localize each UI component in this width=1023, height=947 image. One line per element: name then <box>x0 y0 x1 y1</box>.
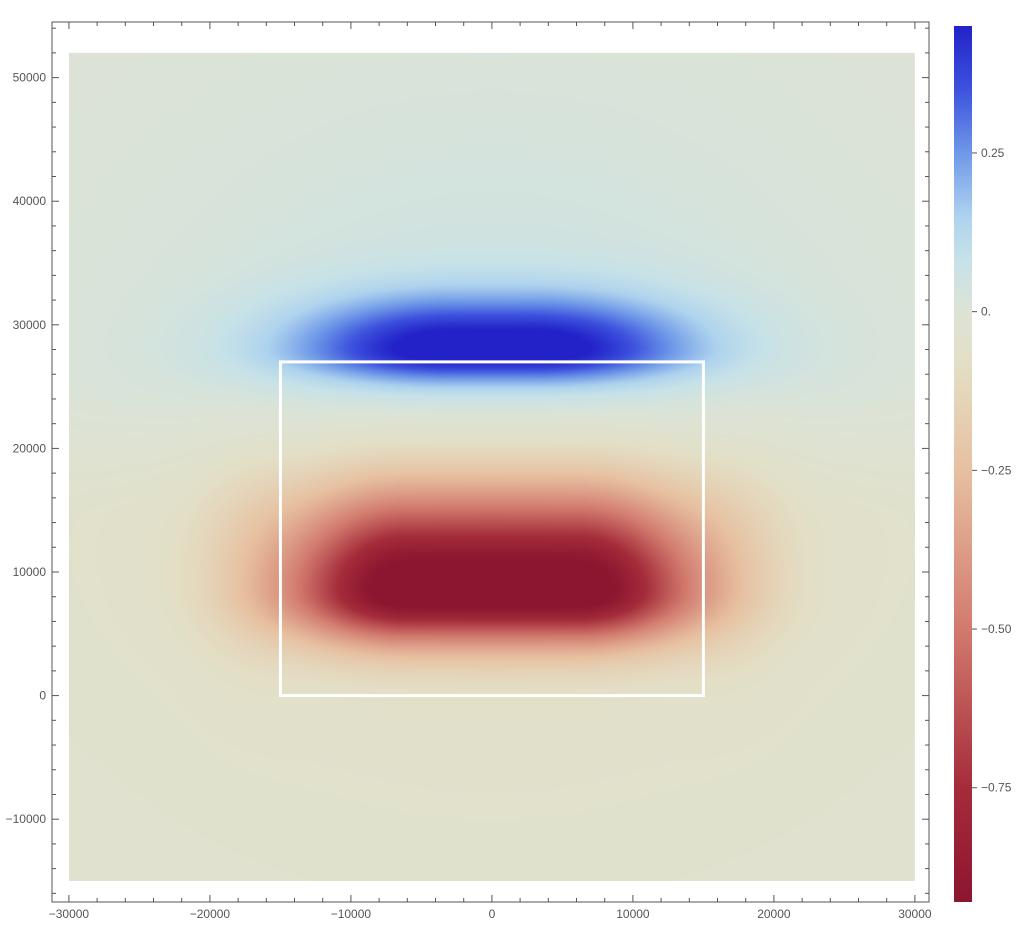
y-tick-label: 40000 <box>13 194 47 208</box>
colorbar-tick-label: −0.75 <box>981 781 1012 795</box>
y-tick-label: 30000 <box>13 318 47 332</box>
y-tick-label: 10000 <box>13 565 47 579</box>
colorbar-bar <box>954 26 972 902</box>
colorbar: 0.25 0. −0.25 −0.50 −0.75 <box>954 26 1012 902</box>
plot-area <box>68 52 915 881</box>
rectangle-outline <box>278 360 705 698</box>
x-tick-label: −20000 <box>190 907 231 921</box>
x-tick-label: 0 <box>489 907 496 921</box>
x-tick-label: 10000 <box>616 907 650 921</box>
frame-border <box>51 21 930 903</box>
y-tick-label: 50000 <box>13 71 47 85</box>
x-tick-label: −30000 <box>49 907 90 921</box>
colorbar-tick-label: 0.25 <box>981 146 1005 160</box>
colorbar-tick-label: −0.25 <box>981 463 1012 477</box>
y-tick-label: −10000 <box>6 812 47 826</box>
heatmap-field <box>68 52 915 881</box>
y-axis: −10000 0 10000 20000 30000 40000 50000 <box>6 27 929 894</box>
y-tick-label: 0 <box>39 689 46 703</box>
x-tick-label: 30000 <box>898 907 932 921</box>
x-tick-label: 20000 <box>757 907 791 921</box>
colorbar-tick-label: 0. <box>981 305 991 319</box>
plot-frame <box>51 21 930 903</box>
x-tick-label: −10000 <box>331 907 372 921</box>
x-axis: −30000 −20000 −10000 0 10000 20000 30000 <box>49 22 932 921</box>
colorbar-ticks: 0.25 0. −0.25 −0.50 −0.75 <box>972 146 1012 795</box>
colorbar-tick-label: −0.50 <box>981 622 1012 636</box>
y-tick-label: 20000 <box>13 441 47 455</box>
